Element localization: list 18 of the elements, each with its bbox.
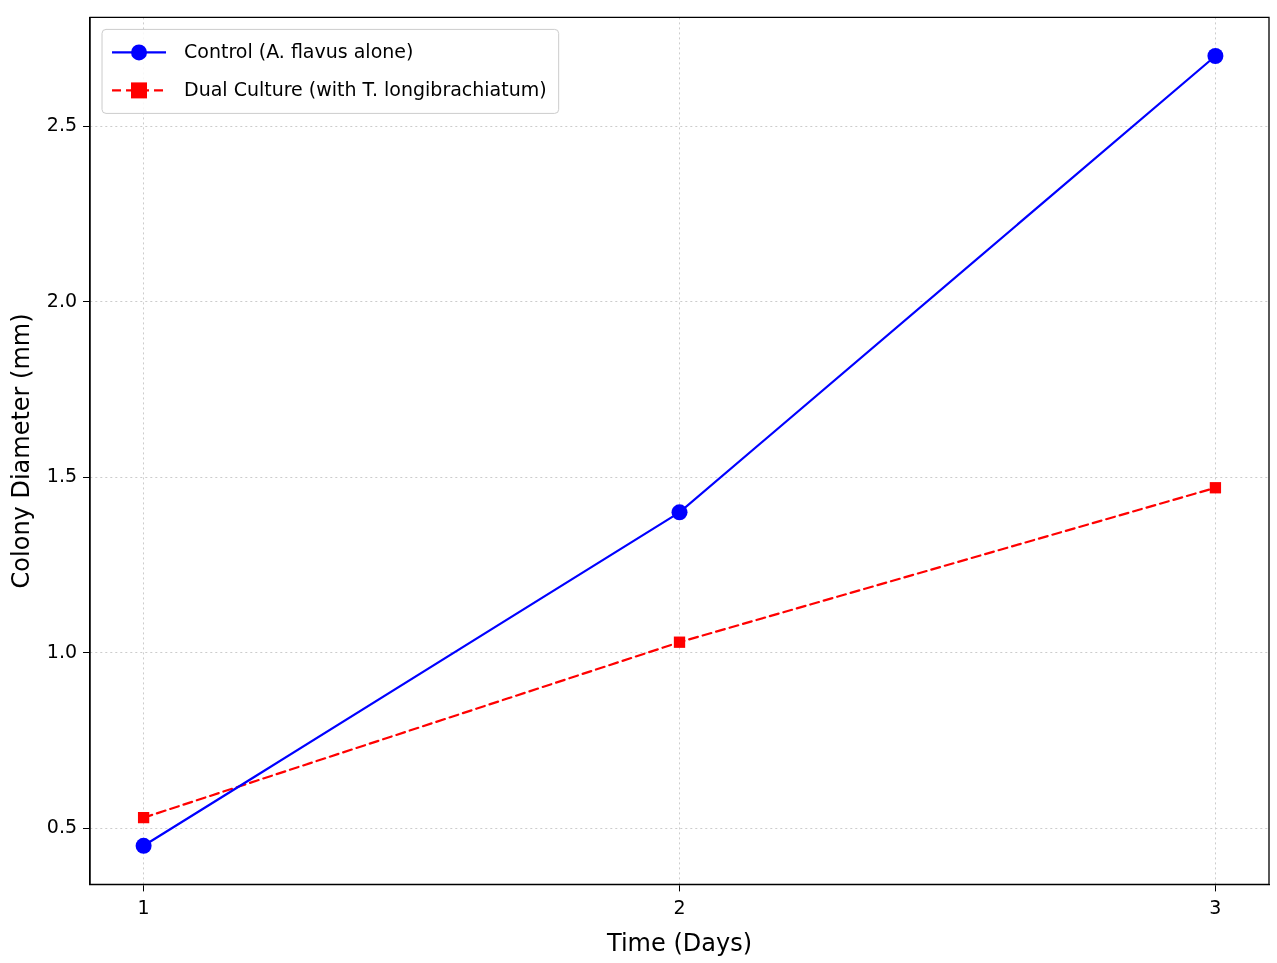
point bbox=[671, 504, 688, 521]
point bbox=[135, 837, 152, 854]
legend-label: Dual Culture (with T. longibrachiatum) bbox=[184, 78, 547, 101]
point bbox=[673, 636, 686, 648]
x-tick-label: 2 bbox=[673, 895, 686, 918]
legend-label: Control (A. flavus alone) bbox=[184, 40, 414, 63]
point bbox=[1207, 48, 1224, 65]
x-axis-title: Time (Days) bbox=[606, 928, 752, 957]
point bbox=[1209, 482, 1222, 494]
x-tick-label: 3 bbox=[1209, 895, 1222, 918]
x-tick-label: 1 bbox=[137, 895, 150, 918]
y-tick-label: 2.0 bbox=[46, 288, 78, 311]
y-tick-label: 1.0 bbox=[46, 639, 78, 662]
point bbox=[137, 812, 150, 824]
y-tick-label: 2.5 bbox=[46, 113, 78, 136]
y-tick-label: 0.5 bbox=[46, 815, 78, 838]
y-tick-label: 1.5 bbox=[46, 464, 78, 487]
y-axis-title: Colony Diameter (mm) bbox=[6, 313, 35, 589]
